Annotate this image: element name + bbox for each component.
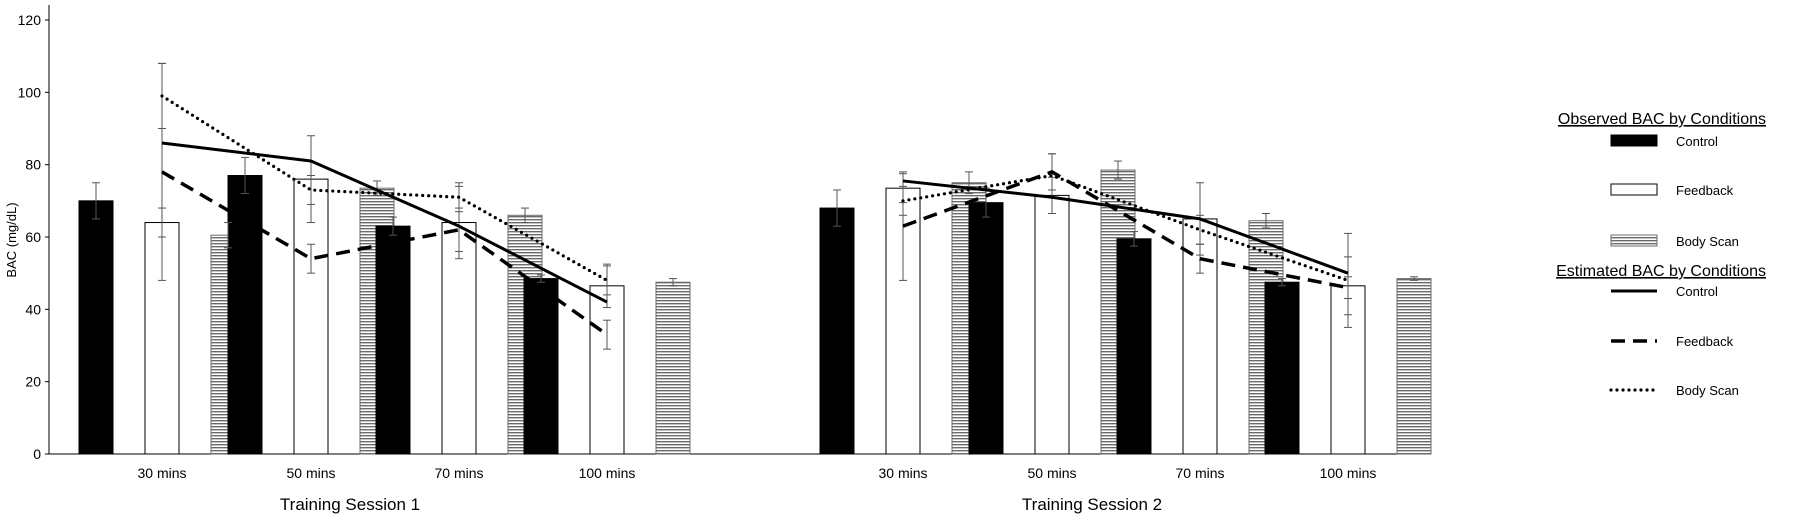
session-label: Training Session 2: [1022, 495, 1162, 514]
estimated-line-control: [161, 141, 608, 304]
bar-body-scan: [1396, 278, 1432, 455]
x-category-label: 100 mins: [1320, 465, 1377, 481]
bar-feedback: [589, 285, 625, 455]
legend-observed-title: Observed BAC by Conditions: [1558, 111, 1766, 128]
session-label: Training Session 1: [280, 495, 420, 514]
legend-label-control: Control: [1676, 134, 1718, 149]
y-axis-title: BAC (mg/dL): [4, 202, 19, 277]
bar-control: [375, 225, 411, 455]
x-category-label: 30 mins: [137, 465, 186, 481]
legend-estimated-title: Estimated BAC by Conditions: [1556, 263, 1766, 280]
estimated-error-bar: [307, 175, 315, 205]
x-category-label: 100 mins: [579, 465, 636, 481]
observed-error-bar: [92, 182, 100, 220]
observed-error-bar: [833, 189, 841, 227]
legend-label-body-scan: Body Scan: [1676, 234, 1739, 249]
y-tick-label: 40: [25, 301, 41, 317]
estimated-error-bar: [603, 319, 611, 350]
observed-error-bar: [669, 278, 677, 287]
bar-control: [1116, 238, 1152, 455]
x-category-label: 50 mins: [1027, 465, 1076, 481]
observed-error-bar: [389, 216, 397, 236]
observed-error-bar: [521, 207, 529, 224]
legend: Observed BAC by Conditions Estimated BAC…: [1556, 111, 1766, 398]
y-tick-label: 60: [25, 229, 41, 245]
observed-error-bar: [1278, 278, 1286, 287]
axis-labels: BAC (mg/dL) 30 mins 50 mins 70 mins 100 min…: [4, 202, 1376, 514]
estimated-line-body-scan: [160, 94, 609, 282]
y-tick-label: 80: [25, 157, 41, 173]
bar-body-scan: [655, 281, 691, 455]
error-bars: [92, 62, 1418, 350]
estimated-error-bar: [307, 243, 315, 274]
observed-error-bar: [1410, 276, 1418, 281]
estimated-lines: [160, 94, 1350, 337]
estimated-error-bar: [1344, 232, 1352, 328]
legend-label-feedback: Feedback: [1676, 334, 1734, 349]
observed-error-bar: [224, 222, 232, 249]
estimated-line-feedback: [902, 170, 1349, 290]
y-tick-label: 120: [18, 12, 42, 28]
observed-error-bar: [1130, 231, 1138, 247]
bar-control: [1264, 281, 1300, 455]
bar-control: [968, 202, 1004, 455]
estimated-line-feedback: [161, 170, 609, 337]
estimated-error-bar: [603, 265, 611, 296]
legend-label-body-scan: Body Scan: [1676, 383, 1739, 398]
y-tick-label: 20: [25, 374, 41, 390]
observed-error-bar: [537, 274, 545, 283]
bar-control: [523, 278, 559, 455]
x-category-label: 30 mins: [878, 465, 927, 481]
bar-feedback: [1034, 194, 1070, 455]
legend-swatch-body-scan: [1610, 234, 1658, 247]
y-tick-label: 100: [18, 84, 42, 100]
legend-swatch-feedback: [1610, 183, 1658, 196]
x-category-label: 50 mins: [286, 465, 335, 481]
bars: [78, 169, 1432, 455]
observed-error-bar: [1114, 160, 1122, 180]
legend-label-control: Control: [1676, 284, 1718, 299]
legend-label-feedback: Feedback: [1676, 183, 1734, 198]
bar-control: [819, 207, 855, 455]
y-tick-label: 0: [33, 446, 41, 462]
estimated-line-control: [902, 179, 1349, 275]
bar-feedback: [441, 222, 477, 455]
x-category-label: 70 mins: [434, 465, 483, 481]
observed-error-bar: [373, 180, 381, 196]
observed-error-bar: [241, 156, 249, 195]
bar-control: [78, 200, 114, 455]
bar-feedback: [293, 178, 329, 455]
legend-swatch-control: [1610, 134, 1658, 147]
bar-control: [227, 175, 263, 455]
x-category-label: 70 mins: [1175, 465, 1224, 481]
observed-error-bar: [1262, 212, 1270, 229]
